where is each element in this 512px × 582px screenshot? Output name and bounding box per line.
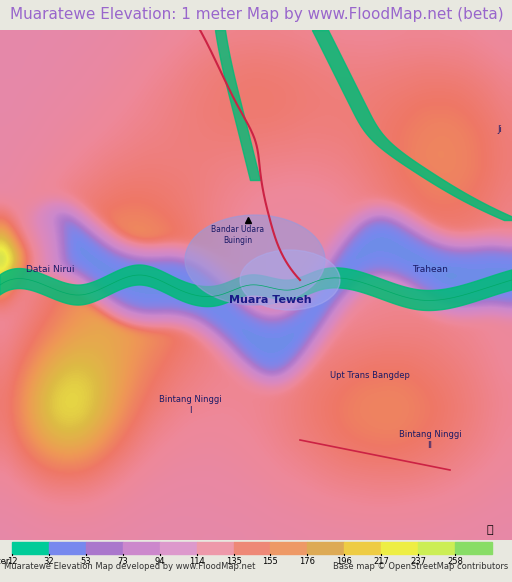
Text: Ji: Ji <box>498 126 502 134</box>
Text: 155: 155 <box>263 557 279 566</box>
Bar <box>344 542 381 554</box>
Bar <box>49 542 86 554</box>
Text: Trahean: Trahean <box>412 265 448 275</box>
Text: Upt Trans Bangdep: Upt Trans Bangdep <box>330 371 410 379</box>
Bar <box>123 542 160 554</box>
Bar <box>160 542 197 554</box>
Ellipse shape <box>240 250 340 310</box>
Bar <box>86 542 123 554</box>
Text: 73: 73 <box>117 557 128 566</box>
Text: 12: 12 <box>7 557 17 566</box>
Bar <box>455 542 492 554</box>
Text: Bintang Ninggi
I: Bintang Ninggi I <box>159 395 221 415</box>
Bar <box>307 542 344 554</box>
Text: Bintang Ninggi
II: Bintang Ninggi II <box>399 430 461 450</box>
Text: 114: 114 <box>189 557 204 566</box>
Text: 258: 258 <box>447 557 463 566</box>
Bar <box>418 542 455 554</box>
Bar <box>233 542 270 554</box>
Text: 94: 94 <box>155 557 165 566</box>
Ellipse shape <box>185 215 325 305</box>
Text: 237: 237 <box>410 557 426 566</box>
Text: 176: 176 <box>300 557 315 566</box>
Text: Bandar Udara
Buingin: Bandar Udara Buingin <box>211 225 265 244</box>
Text: Datai Nirui: Datai Nirui <box>26 265 74 275</box>
Text: Base map © OpenStreetMap contributors: Base map © OpenStreetMap contributors <box>333 562 508 571</box>
Text: Muaratewe Elevation Map developed by www.FloodMap.net: Muaratewe Elevation Map developed by www… <box>4 562 255 571</box>
Bar <box>270 542 307 554</box>
Text: 32: 32 <box>44 557 54 566</box>
Text: 217: 217 <box>373 557 389 566</box>
Text: 196: 196 <box>336 557 352 566</box>
Text: 135: 135 <box>226 557 242 566</box>
Text: 🔍: 🔍 <box>487 525 494 535</box>
Text: meter: meter <box>0 557 10 566</box>
Bar <box>381 542 418 554</box>
Bar <box>12 542 49 554</box>
Text: Muaratewe Elevation: 1 meter Map by www.FloodMap.net (beta): Muaratewe Elevation: 1 meter Map by www.… <box>10 8 504 23</box>
Text: Muara Teweh: Muara Teweh <box>229 295 311 305</box>
Bar <box>197 542 233 554</box>
Text: 53: 53 <box>80 557 91 566</box>
